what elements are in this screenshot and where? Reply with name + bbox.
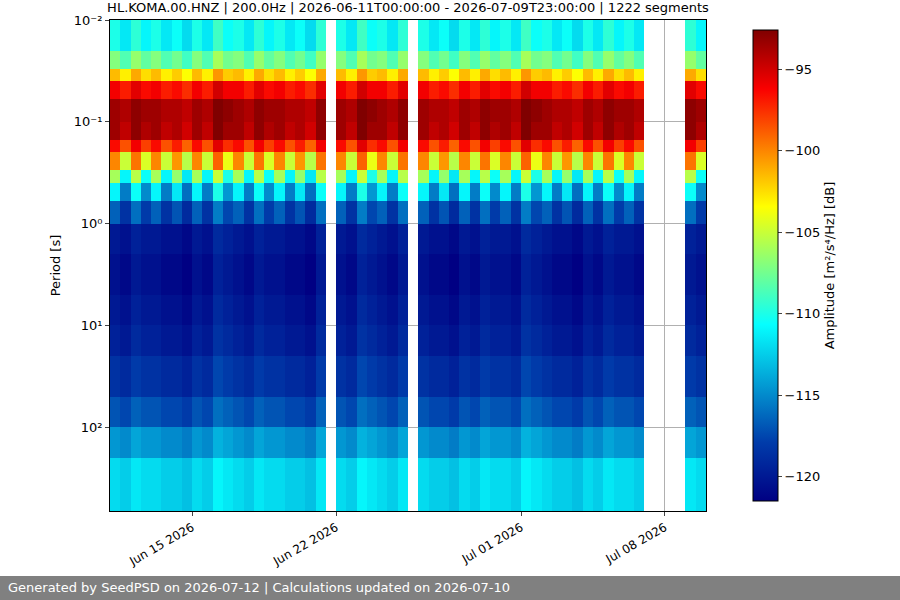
svg-text:10¹: 10¹ (81, 318, 103, 333)
svg-text:−100: −100 (785, 143, 821, 158)
html-text:Generated by SeedPSD on 2026-0: Generated by SeedPSD on 2026-07-12 | Cal… (8, 580, 510, 595)
svg-text:Jun 15 2026: Jun 15 2026 (126, 520, 196, 569)
svg-text:Amplitude [m²/s⁴/Hz] [dB]: Amplitude [m²/s⁴/Hz] [dB] (822, 182, 837, 350)
svg-text:−120: −120 (785, 469, 821, 484)
svg-text:−105: −105 (785, 225, 821, 240)
svg-text:Jun 22 2026: Jun 22 2026 (270, 520, 340, 569)
svg-text:−95: −95 (785, 62, 812, 77)
svg-text:10⁰: 10⁰ (81, 216, 103, 231)
svg-text:Jul 08 2026: Jul 08 2026 (603, 520, 670, 567)
svg-text:−115: −115 (785, 388, 821, 403)
svg-text:−110: −110 (785, 306, 821, 321)
svg-text:10⁻¹: 10⁻¹ (74, 114, 103, 129)
svg-text:Period [s]: Period [s] (48, 235, 63, 297)
svg-text:10²: 10² (81, 420, 103, 435)
svg-text:HL.KOMA.00.HNZ | 200.0Hz | 202: HL.KOMA.00.HNZ | 200.0Hz | 2026-06-11T00… (107, 0, 709, 15)
svg-text:10⁻²: 10⁻² (74, 13, 103, 28)
svg-text:Jul 01 2026: Jul 01 2026 (459, 520, 526, 567)
